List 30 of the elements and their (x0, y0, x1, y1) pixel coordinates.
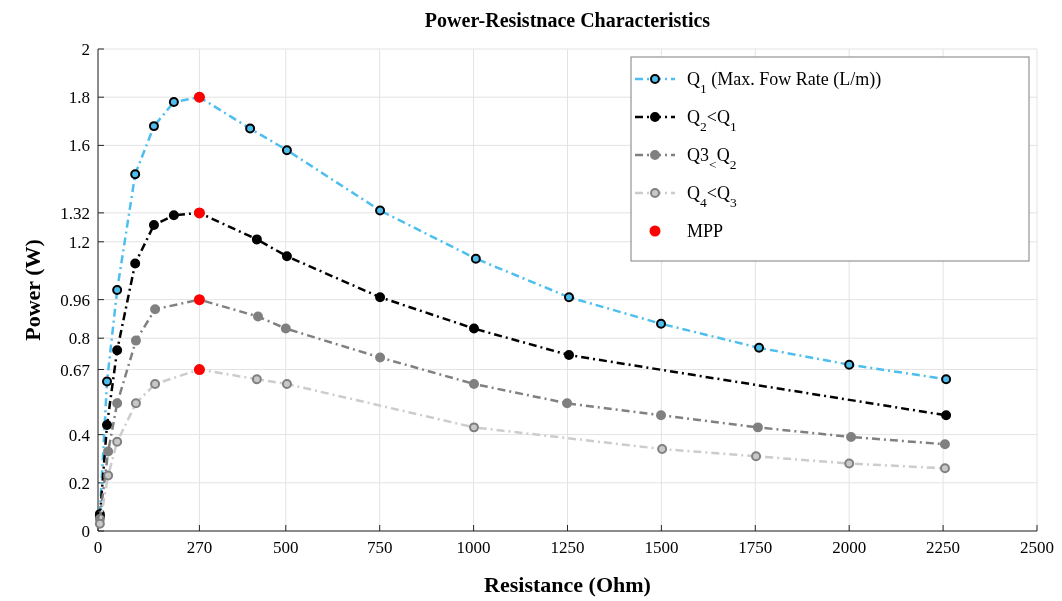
y-tick-label: 0 (81, 522, 90, 541)
legend-label: Q$_{1}$ (Max. Fow Rate (L/m)) (687, 69, 882, 96)
y-tick-label: 0.8 (68, 329, 90, 349)
x-tick-label: 2000 (832, 538, 867, 557)
legend-label: Q3$_{<}$Q$_{2}$ (687, 145, 737, 172)
x-tick-label: 750 (366, 538, 393, 557)
y-axis-title: Power (W) (20, 239, 45, 341)
y-tick-label: 1.32 (60, 203, 90, 223)
x-tick-label: 1250 (550, 538, 585, 557)
x-tick-label: 0 (93, 538, 103, 557)
x-tick-label: 1000 (456, 538, 491, 557)
y-tick-label: 2 (81, 40, 90, 59)
y-tick-label: 1.6 (68, 136, 90, 156)
x-tick-label: 1750 (738, 538, 773, 557)
legend-label: Q$_{4}$<Q$_{3}$ (687, 183, 737, 210)
x-tick-label: 270 (186, 538, 213, 557)
x-tick-label: 2250 (926, 538, 961, 557)
y-tick-label: 0.2 (68, 473, 90, 493)
y-tick-label: 1.8 (68, 88, 90, 108)
x-tick-label: 1500 (644, 538, 679, 557)
y-tick-label: 0.96 (60, 290, 90, 310)
legend-label: MPP (687, 221, 724, 241)
y-tick-label: 0.4 (68, 425, 91, 445)
x-tick-label: 2500 (1020, 538, 1054, 557)
legend-label: Q$_{2}$<Q$_{1}$ (687, 107, 737, 134)
chart-title: Power-Resistnace Characteristics (424, 9, 711, 31)
y-tick-label: 1.2 (68, 232, 90, 252)
y-tick-label: 0.67 (60, 360, 91, 380)
x-tick-label: 500 (273, 538, 299, 557)
x-axis-title: Resistance (Ohm) (484, 572, 651, 597)
